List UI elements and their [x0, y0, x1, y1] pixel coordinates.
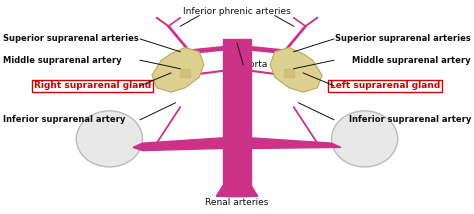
Ellipse shape: [331, 111, 398, 167]
Text: Inferior suprarenal artery: Inferior suprarenal artery: [3, 115, 126, 124]
Polygon shape: [226, 139, 248, 196]
Text: Left suprarenal gland: Left suprarenal gland: [330, 81, 440, 90]
Polygon shape: [223, 39, 251, 196]
Polygon shape: [284, 69, 294, 77]
Text: Middle suprarenal artery: Middle suprarenal artery: [3, 56, 122, 65]
Polygon shape: [133, 138, 223, 151]
Text: Right suprarenal gland: Right suprarenal gland: [34, 81, 151, 90]
Text: Inferior suprarenal artery: Inferior suprarenal artery: [348, 115, 471, 124]
Polygon shape: [152, 48, 204, 92]
Polygon shape: [270, 48, 322, 92]
Text: Superior suprarenal arteries: Superior suprarenal arteries: [335, 34, 471, 43]
Polygon shape: [180, 69, 190, 77]
Text: Aorta: Aorta: [244, 60, 268, 69]
Text: Inferior phrenic arteries: Inferior phrenic arteries: [183, 7, 291, 16]
Polygon shape: [216, 186, 258, 196]
Text: Superior suprarenal arteries: Superior suprarenal arteries: [3, 34, 139, 43]
Text: Renal arteries: Renal arteries: [205, 198, 269, 207]
Text: Middle suprarenal artery: Middle suprarenal artery: [352, 56, 471, 65]
Polygon shape: [251, 138, 341, 149]
Ellipse shape: [76, 111, 143, 167]
